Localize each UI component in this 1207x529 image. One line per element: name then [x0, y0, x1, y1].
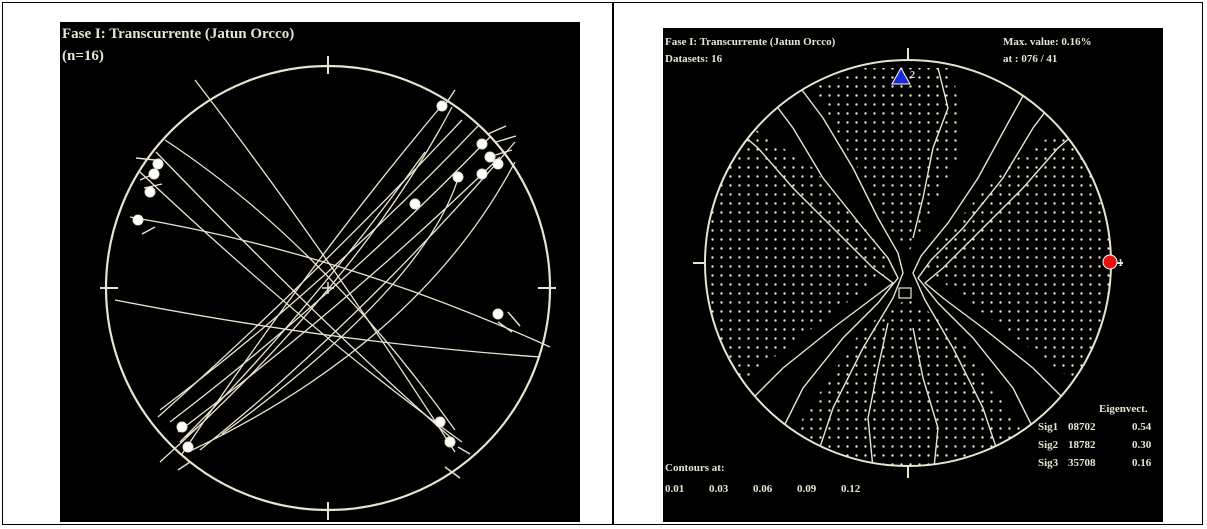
striation-point — [452, 171, 464, 183]
sigma1-marker — [1102, 254, 1118, 270]
slip-arrow — [177, 461, 191, 471]
contours-header: Contours at: — [665, 462, 725, 474]
contour-line — [912, 327, 939, 466]
contour-line — [912, 77, 1034, 466]
max-value-label: Max. value: 0.16% — [1003, 36, 1092, 48]
contour-level: 0.09 — [797, 483, 817, 495]
eigenvector-orientation: 35708 — [1068, 457, 1096, 469]
slip-arrow — [185, 426, 199, 438]
density-region-north — [813, 68, 963, 253]
right-stereonet-panel: Fase I: Transcurrente (Jatun Orcco) Data… — [663, 28, 1163, 522]
density-region-south — [783, 298, 1033, 466]
contour-level: 0.03 — [709, 483, 729, 495]
max-density-box — [898, 287, 912, 299]
striae-points — [132, 100, 504, 453]
eigenvector-name: Sig2 — [1038, 439, 1059, 451]
great-circle — [177, 156, 501, 433]
eigenvector-value: 0.54 — [1132, 421, 1152, 433]
density-region-west — [705, 128, 893, 388]
sigma2-marker-label: 2 — [910, 70, 915, 81]
great-circle — [187, 161, 516, 453]
slip-arrow — [495, 135, 517, 143]
eigenvect-header: Eigenvect. — [1099, 403, 1148, 415]
striation-point — [148, 168, 160, 180]
contour-line — [792, 77, 904, 466]
striation-point — [484, 151, 496, 163]
slip-arrow — [491, 149, 513, 157]
contour-line — [917, 87, 1064, 449]
sigma1-marker-label: 1 — [1118, 258, 1123, 269]
striation-point — [436, 100, 448, 112]
contour-line — [912, 67, 949, 239]
great-circle — [221, 171, 461, 435]
eigenvector-value: 0.16 — [1132, 457, 1152, 469]
striation-point — [492, 158, 504, 170]
great-circle — [169, 136, 491, 423]
left-count-label: (n=16) — [62, 48, 104, 64]
great-circle — [179, 151, 426, 443]
slip-arrow — [141, 226, 156, 235]
great-circle — [129, 216, 551, 348]
contour-line — [762, 87, 899, 449]
density-fill — [705, 60, 1111, 466]
great-circle — [194, 79, 456, 453]
left-title: Fase I: Transcurrente (Jatun Orcco) — [62, 26, 294, 42]
eigenvector-name: Sig3 — [1038, 457, 1059, 469]
great-circle — [139, 171, 463, 443]
great-circles — [114, 79, 551, 463]
left-stereonet-panel: Fase I: Transcurrente (Jatun Orcco) (n=1… — [60, 22, 580, 522]
contour-level: 0.06 — [753, 483, 773, 495]
great-circle — [114, 299, 541, 358]
eigenvector-orientation: 08702 — [1068, 421, 1096, 433]
striation-point — [434, 416, 446, 428]
great-circle — [159, 125, 479, 411]
slip-arrow — [457, 446, 471, 455]
max-at-label: at : 076 / 41 — [1003, 53, 1057, 65]
great-circle — [181, 103, 444, 455]
contour-stereonet: Fase I: Transcurrente (Jatun Orcco) Data… — [665, 36, 1152, 495]
contour-line — [923, 117, 1094, 419]
sigma2-marker — [891, 66, 911, 85]
slip-arrow — [487, 125, 507, 135]
slip-arrow — [497, 321, 513, 333]
striation-point — [152, 158, 164, 170]
great-circle — [159, 106, 453, 463]
right-title: Fase I: Transcurrente (Jatun Orcco) — [665, 36, 836, 48]
striation-point — [444, 436, 456, 448]
eigenvector-name: Sig1 — [1038, 421, 1058, 433]
eigenvector-value: 0.30 — [1132, 439, 1152, 451]
datasets-label: Datasets: 16 — [665, 53, 723, 65]
slip-arrow — [507, 311, 521, 327]
eigenvector-row: Sig3 35708 0.16 — [1038, 457, 1152, 469]
striation-point — [476, 168, 488, 180]
striation-point — [176, 421, 188, 433]
eigenvector-row: Sig1 08702 0.54 — [1038, 421, 1152, 433]
striation-point — [144, 186, 156, 198]
density-region-east — [925, 128, 1111, 388]
eigenvector-row: Sig2 18782 0.30 — [1038, 439, 1152, 451]
slip-arrow — [444, 466, 461, 479]
slip-arrow — [135, 157, 156, 161]
fault-planes-stereonet: Fase I: Transcurrente (Jatun Orcco) (n=1… — [62, 26, 556, 520]
contour-level: 0.12 — [841, 483, 861, 495]
column-divider — [612, 2, 614, 525]
slip-arrow — [143, 183, 163, 189]
striation-point — [492, 308, 504, 320]
striation-point — [182, 441, 194, 453]
contour-level: 0.01 — [665, 483, 684, 495]
striation-point — [132, 214, 144, 226]
eigenvector-orientation: 18782 — [1068, 439, 1096, 451]
striation-point — [476, 138, 488, 150]
contour-lines — [722, 67, 1094, 466]
contour-line — [722, 117, 895, 419]
great-circle — [164, 139, 456, 431]
contour-line — [867, 322, 889, 466]
striation-point — [409, 198, 421, 210]
